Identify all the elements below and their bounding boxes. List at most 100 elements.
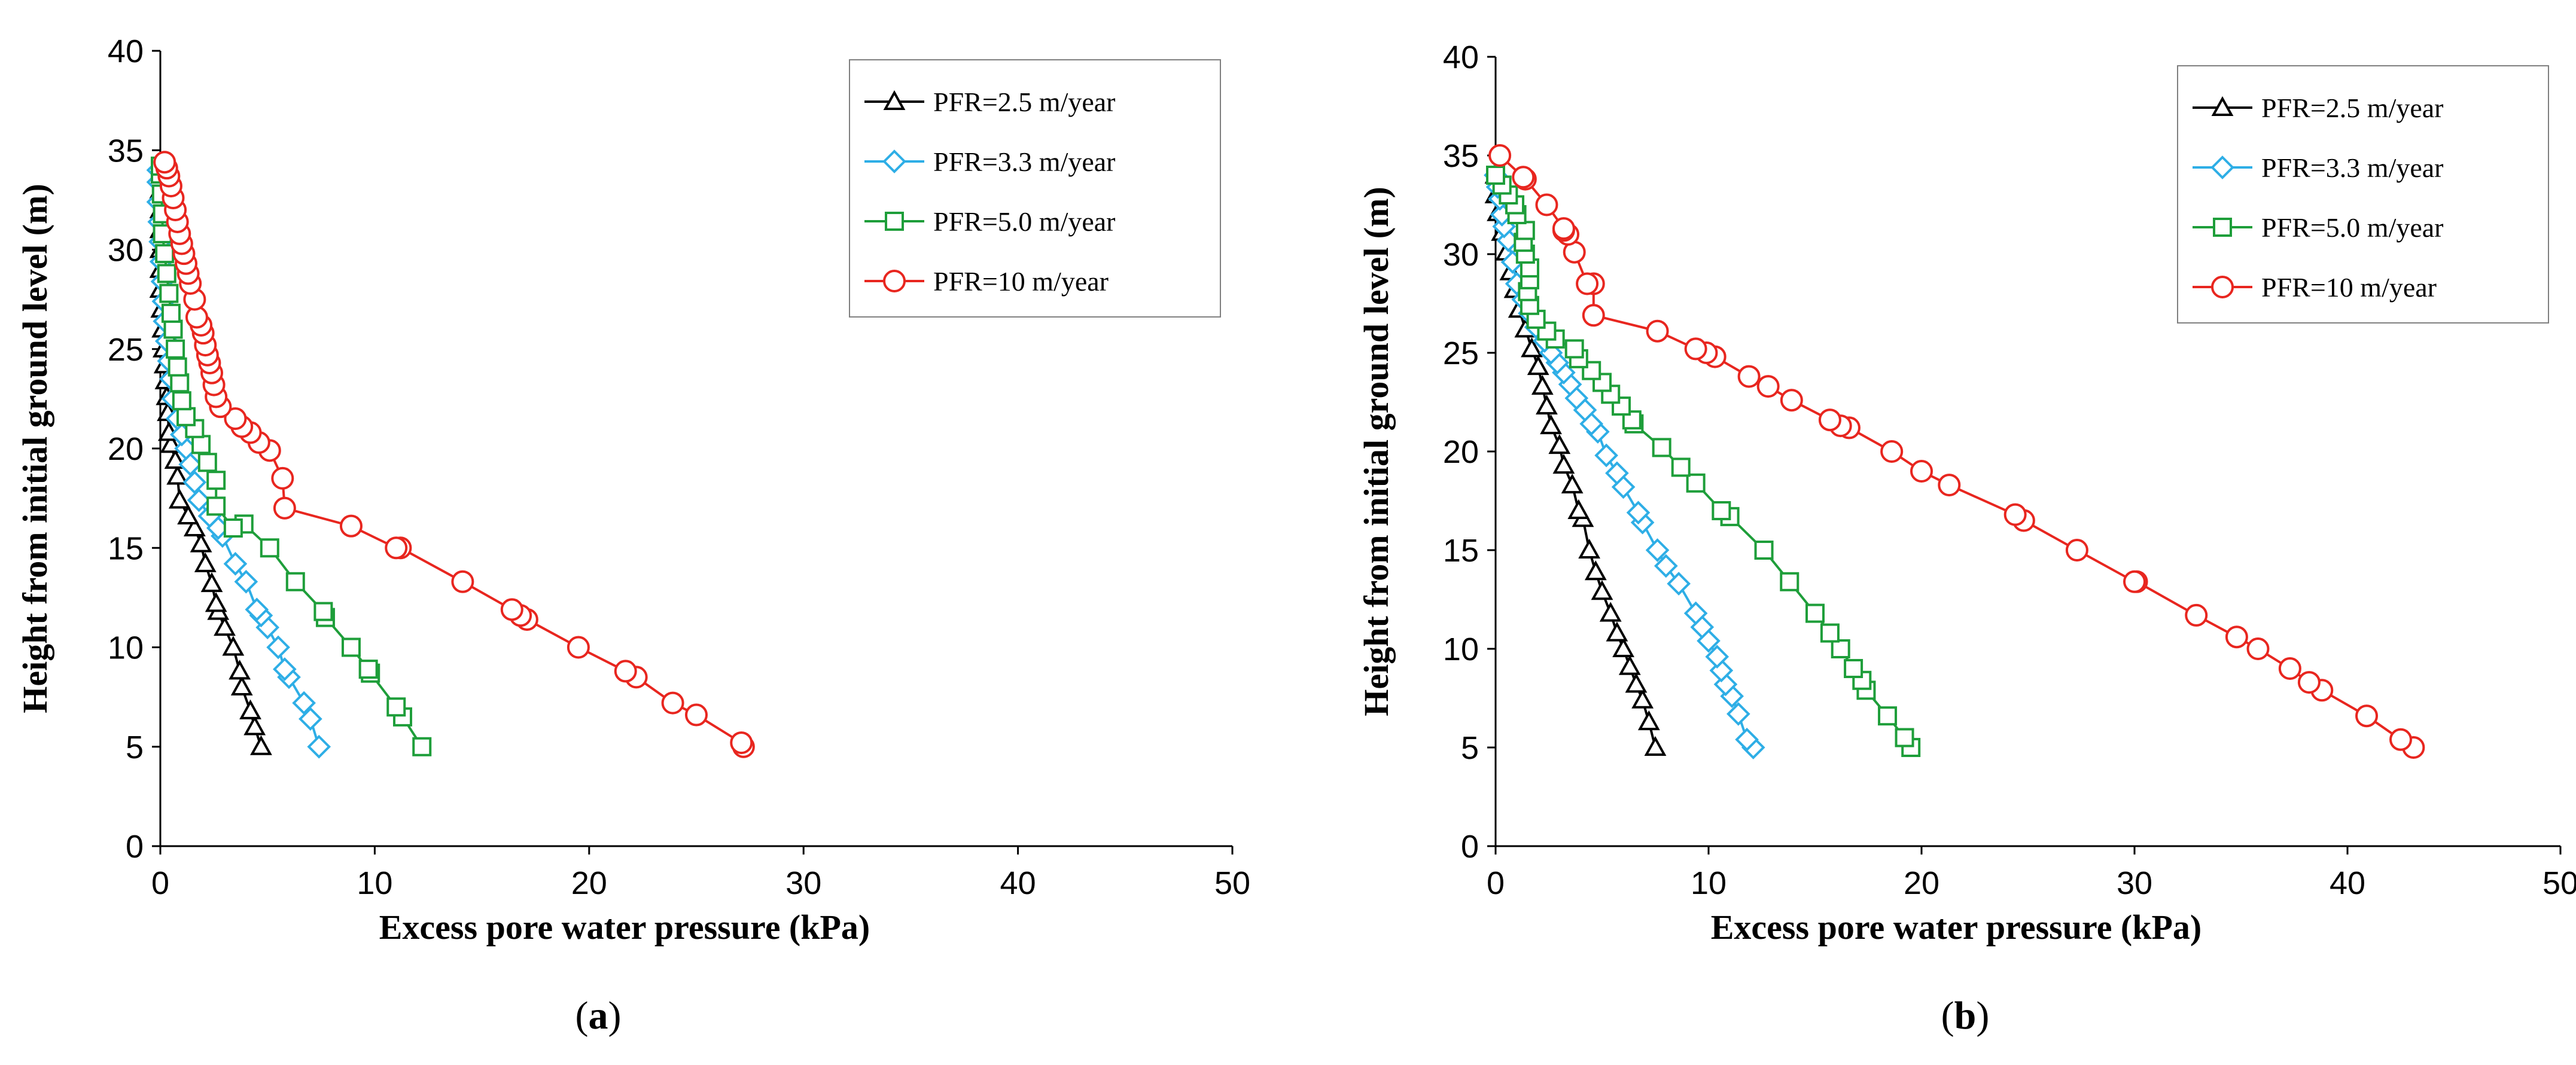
x-tick-label: 30: [2117, 865, 2152, 901]
data-point: [1599, 602, 1622, 622]
data-point: [313, 602, 333, 621]
data-point: [223, 518, 243, 538]
data-point: [1780, 572, 1799, 591]
chart-panel-b: 0 10 20 30 40 50 0 5 10 15 20 25 30 35 40 Excess pore w…: [1357, 39, 2576, 1037]
legend-entry: PFR=3.3 m/year: [2193, 152, 2444, 183]
data-point: [1561, 473, 1584, 494]
data-point: [1667, 572, 1691, 596]
legend-label: PFR=10 m/year: [2261, 272, 2437, 303]
data-point: [182, 470, 207, 495]
y-tick-label: 20: [1443, 434, 1479, 470]
data-point: [500, 598, 523, 621]
data-point: [205, 592, 227, 612]
data-point: [1512, 166, 1535, 189]
y-axis-title: Height from initial ground level (m): [1357, 187, 1396, 716]
y-tick-label: 35: [1443, 138, 1479, 174]
data-point: [307, 734, 331, 759]
data-point: [730, 731, 753, 755]
legend-label: PFR=10 m/year: [933, 266, 1109, 297]
data-point: [1612, 637, 1634, 657]
data-point: [451, 570, 474, 593]
data-point: [206, 471, 226, 490]
legend-entry: PFR=2.5 m/year: [2193, 93, 2444, 123]
data-point: [1578, 538, 1601, 559]
data-point: [1515, 221, 1535, 240]
data-point: [2065, 539, 2088, 562]
series-circle: [153, 151, 755, 758]
x-tick-label: 30: [785, 865, 821, 901]
y-tick-label: 35: [108, 133, 144, 169]
data-point: [1705, 645, 1729, 669]
legend-entry: PFR=10 m/year: [2193, 272, 2437, 303]
data-point: [190, 532, 212, 553]
series-square: [151, 156, 432, 756]
data-point: [412, 737, 432, 756]
chart-panel-a: 0 10 20 30 40 50 0 5 10 15 20 25 30 35 40 Excess pore w…: [16, 33, 1250, 1037]
legend-marker: [883, 270, 906, 292]
legend-marker: [883, 90, 906, 110]
legend-marker: [2211, 276, 2234, 298]
legend-label: PFR=5.0 m/year: [2261, 212, 2444, 243]
y-tick-label: 30: [1443, 237, 1479, 273]
data-point: [1737, 365, 1761, 388]
data-point: [2355, 704, 2379, 728]
data-point: [245, 597, 269, 622]
y-tick-label: 10: [1443, 631, 1479, 667]
legend: PFR=2.5 m/year PFR=3.3 m/year PFR=5.0 m/ye…: [2177, 65, 2549, 324]
data-point: [250, 735, 272, 755]
x-tick-label: 0: [1487, 865, 1505, 901]
data-point: [1564, 339, 1584, 359]
data-point: [1552, 217, 1575, 240]
series-square: [1486, 166, 1921, 757]
data-point: [183, 516, 206, 536]
x-tick-label: 10: [1691, 865, 1727, 901]
data-point: [1646, 319, 1669, 343]
data-point: [1878, 706, 1898, 726]
data-point: [1552, 453, 1575, 474]
data-point: [194, 552, 217, 572]
data-point: [1880, 440, 1904, 463]
y-tick-label: 10: [108, 630, 144, 666]
data-point: [197, 453, 217, 472]
data-point: [1631, 688, 1654, 709]
data-point: [230, 675, 253, 695]
data-point: [222, 636, 245, 656]
data-point: [1548, 434, 1571, 454]
legend-entry: PFR=3.3 m/year: [864, 147, 1116, 177]
y-tick-label: 30: [108, 233, 144, 268]
data-point: [1625, 673, 1648, 693]
data-point: [1618, 655, 1641, 675]
series-circle: [1488, 144, 2425, 759]
data-point: [1727, 702, 1750, 726]
data-point: [2225, 625, 2248, 649]
data-point: [1521, 337, 1543, 358]
data-point: [206, 496, 226, 516]
data-point: [177, 504, 199, 525]
data-point: [1756, 375, 1780, 398]
legend-marker: [2211, 96, 2234, 116]
data-point: [2185, 603, 2208, 627]
y-axis-title: Height from initial ground level (m): [16, 184, 54, 713]
data-point: [299, 707, 322, 731]
data-point: [1637, 710, 1660, 731]
x-axis-title: Excess pore water pressure (kPa): [1711, 908, 2202, 947]
legend-marker: [882, 149, 906, 173]
data-point: [166, 339, 185, 359]
y-tick-label: 0: [126, 829, 144, 865]
data-point: [157, 264, 176, 283]
data-point: [161, 303, 181, 323]
data-point: [170, 373, 190, 393]
data-point: [1645, 538, 1670, 562]
data-point: [243, 715, 266, 736]
data-point: [285, 572, 305, 591]
legend-marker: [885, 212, 904, 231]
data-point: [385, 536, 408, 560]
data-point: [1683, 601, 1708, 625]
data-point: [1486, 166, 1505, 185]
data-point: [2278, 657, 2301, 680]
data-point: [229, 660, 251, 680]
data-point: [224, 407, 247, 431]
data-point: [223, 552, 248, 576]
data-point: [163, 319, 183, 339]
